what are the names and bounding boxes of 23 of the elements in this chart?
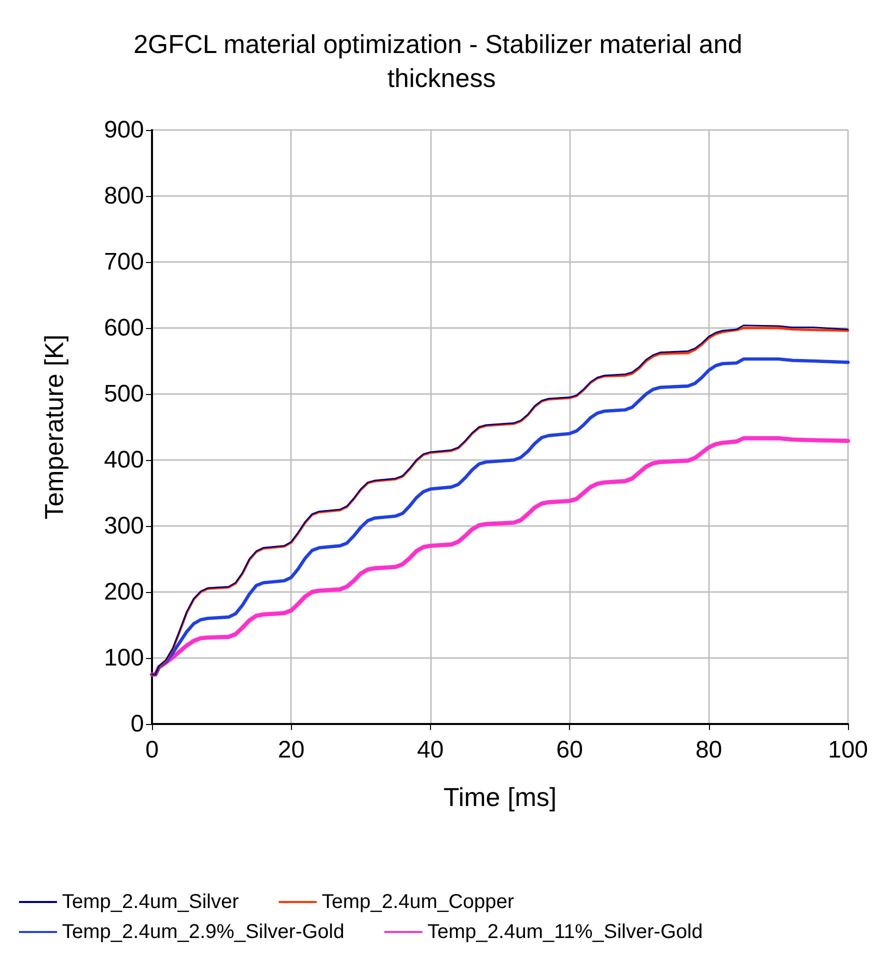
x-axis-title: Time [ms]: [443, 782, 557, 812]
y-tick-label: 0: [130, 710, 144, 738]
y-tick-label: 900: [104, 116, 144, 144]
legend-label: Temp_2.4um_2.9%_Silver-Gold: [62, 921, 344, 943]
y-axis-title: Temperature [K]: [39, 334, 69, 520]
chart-title: 2GFCL material optimization - Stabilizer material and thickness: [133, 29, 750, 93]
y-tick-label: 300: [104, 512, 144, 540]
legend-label: Temp_2.4um_Copper: [322, 891, 514, 913]
y-tick-label: 100: [104, 644, 144, 672]
x-tick-label: 40: [417, 736, 444, 764]
x-tick-label: 100: [828, 736, 868, 764]
y-tick-label: 700: [104, 248, 144, 276]
legend-label: Temp_2.4um_11%_Silver-Gold: [427, 921, 703, 943]
x-tick-label: 60: [556, 736, 583, 764]
y-tick-label: 400: [104, 446, 144, 474]
y-tick-label: 200: [104, 578, 144, 606]
x-tick-label: 20: [278, 736, 305, 764]
line-series: [150, 436, 850, 677]
y-tick-label: 800: [104, 182, 144, 210]
x-tick-label: 80: [695, 736, 722, 764]
y-tick-label: 600: [104, 314, 144, 342]
legend-label: Temp_2.4um_Silver: [62, 891, 240, 913]
y-tick-label: 500: [104, 380, 144, 408]
